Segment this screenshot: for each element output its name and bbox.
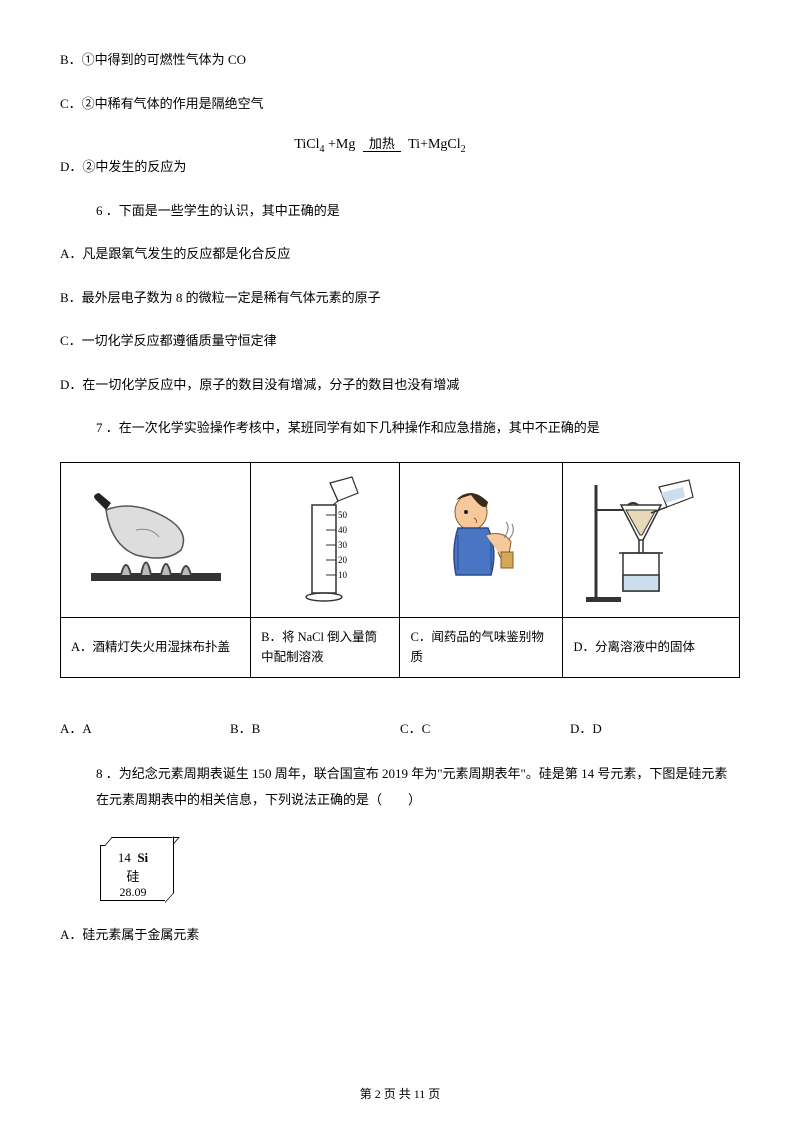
q6-option-a: A．凡是跟氧气发生的反应都是化合反应 [60, 244, 740, 264]
ans-c: C．C [400, 718, 570, 737]
equation-row: TiCl4 +Mg 加热 Ti+MgCl2 [60, 137, 740, 155]
question-7: 7 ．在一次化学实验操作考核中，某班同学有如下几种操作和应急措施，其中不正确的是 [96, 418, 740, 438]
option-b: B．①中得到的可燃性气体为 CO [60, 50, 740, 70]
filter-icon [581, 475, 721, 605]
option-c: C．②中稀有气体的作用是隔绝空气 [60, 94, 740, 114]
chemical-equation: TiCl4 +Mg 加热 Ti+MgCl2 [20, 137, 740, 155]
img-cell-b: 50 40 30 20 10 [251, 462, 400, 617]
label-a: A．酒精灯失火用湿抹布扑盖 [61, 617, 251, 677]
svg-text:40: 40 [338, 525, 348, 535]
q6-option-b: B．最外层电子数为 8 的微粒一定是稀有气体元素的原子 [60, 288, 740, 308]
svg-text:50: 50 [338, 510, 348, 520]
q6-option-d: D．在一切化学反应中，原子的数目没有增减，分子的数目也没有增减 [60, 375, 740, 395]
svg-text:10: 10 [338, 570, 348, 580]
img-cell-c [400, 462, 563, 617]
label-c: C．闻药品的气味鉴别物质 [400, 617, 563, 677]
ans-a: A．A [60, 718, 230, 737]
ans-d: D．D [570, 718, 740, 737]
q8-option-a: A．硅元素属于金属元素 [60, 925, 740, 945]
q7-answers: A．A B．B C．C D．D [60, 718, 740, 737]
smell-icon [416, 480, 546, 600]
question-6: 6 ．下面是一些学生的认识，其中正确的是 [96, 201, 740, 221]
svg-text:30: 30 [338, 540, 348, 550]
label-b: B．将 NaCl 倒入量筒中配制溶液 [251, 617, 400, 677]
label-d: D．分离溶液中的固体 [563, 617, 740, 677]
option-d-label: D．②中发生的反应为 [60, 157, 740, 177]
lamp-fire-icon [81, 485, 231, 595]
img-cell-d [563, 462, 740, 617]
experiment-table: 50 40 30 20 10 [60, 462, 740, 678]
img-cell-a [61, 462, 251, 617]
ans-b: B．B [230, 718, 400, 737]
q6-option-c: C．一切化学反应都遵循质量守恒定律 [60, 331, 740, 351]
question-8: 8 ．为纪念元素周期表诞生 150 周年，联合国宣布 2019 年为"元素周期表… [96, 761, 740, 813]
periodic-element-box: 14 Si 硅 28.09 [100, 837, 180, 905]
page-footer: 第 2 页 共 11 页 [0, 1085, 800, 1102]
svg-text:20: 20 [338, 555, 348, 565]
cylinder-icon: 50 40 30 20 10 [280, 475, 370, 605]
